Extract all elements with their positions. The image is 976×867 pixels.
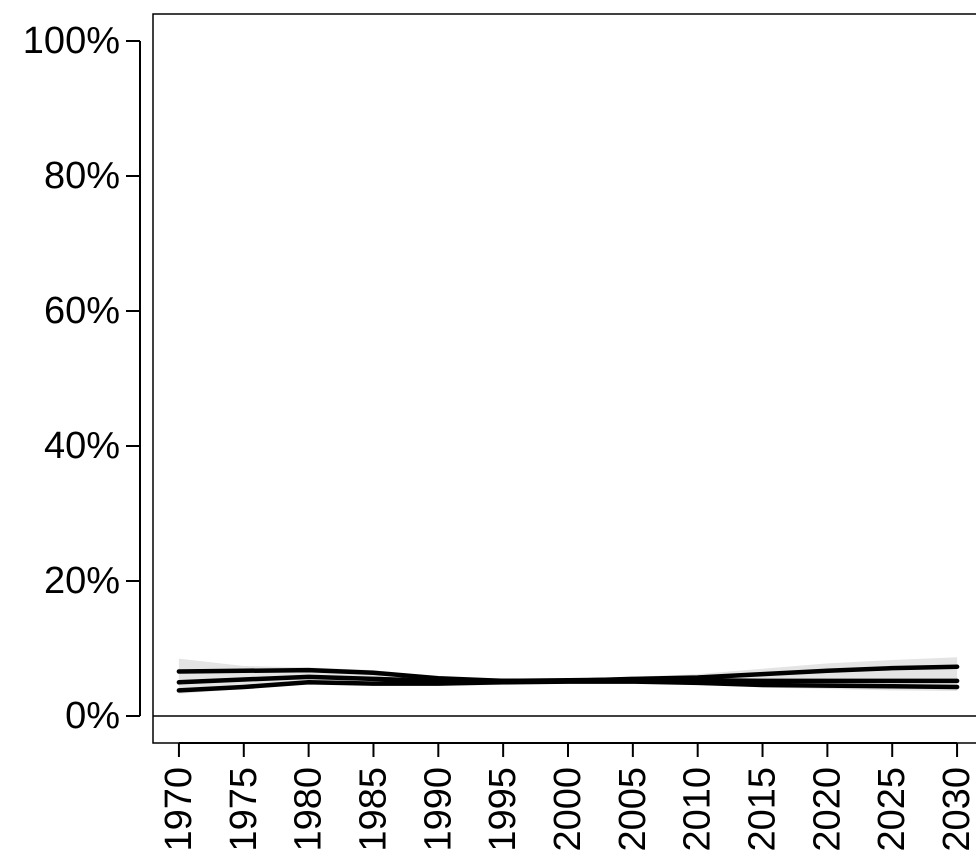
x-tick-label: 1975 [223,767,265,852]
x-tick-label: 2020 [806,767,848,852]
x-tick-label: 2005 [612,767,654,852]
x-tick-label: 2010 [677,767,719,852]
y-tick-label: 80% [44,155,120,197]
x-tick-label: 2030 [936,767,976,852]
plot-frame [152,13,976,744]
series-line-3 [176,679,960,693]
x-tick-label: 2025 [871,767,913,852]
x-tick-label: 1980 [288,767,330,852]
x-tick-label: 1995 [482,767,524,852]
x-tick-label: 1970 [158,767,200,852]
x-axis: 1970 1975 1980 1985 1990 1995 2000 2005 2010 2015… [158,742,976,852]
series-layer [176,664,960,693]
y-axis: 0% 20% 40% 60% 80% 100% [23,20,141,737]
x-tick-label: 1990 [417,767,459,852]
y-tick-label: 20% [44,560,120,602]
x-tick-label: 2000 [547,767,589,852]
x-tick-label: 2015 [742,767,784,852]
y-tick-label: 0% [65,695,120,737]
y-tick-label: 60% [44,290,120,332]
y-tick-label: 100% [23,20,120,62]
x-tick-label: 1985 [353,767,395,852]
y-tick-label: 40% [44,425,120,467]
